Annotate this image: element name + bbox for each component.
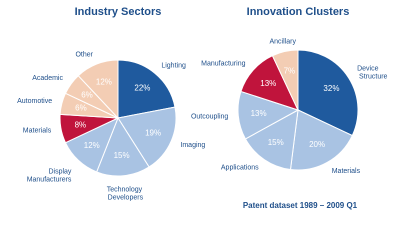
category-label: Imaging [180, 142, 205, 149]
category-label: Materials [23, 128, 52, 135]
pie-slice [244, 109, 299, 171]
chart-title: Innovation Clusters [247, 6, 350, 18]
value-label: 22% [134, 84, 150, 93]
pie-slice [117, 106, 177, 168]
chart-title: Industry Sectors [75, 6, 162, 18]
pie-slice [95, 116, 150, 177]
category-label: Applications [221, 165, 259, 172]
pie-slice [117, 59, 176, 119]
value-label: 12% [96, 78, 112, 87]
footer: Patent dataset 1989 – 2009 Q1 [243, 201, 358, 210]
pie-slice [289, 109, 353, 171]
category-label: Academic [32, 75, 63, 82]
category-label: Automotive [17, 98, 52, 105]
value-label: 12% [84, 141, 100, 150]
category-label: Display Manufacturers [25, 168, 72, 183]
value-label: 6% [81, 91, 93, 100]
pie-slice [77, 59, 119, 120]
category-label: Ancillary [270, 39, 297, 46]
value-label: 13% [251, 109, 267, 118]
category-label: Lighting [161, 62, 186, 69]
pie-slice [271, 49, 299, 111]
value-label: 20% [309, 140, 325, 149]
value-label: 32% [323, 84, 339, 93]
category-label: Manufacturing [201, 61, 245, 68]
chart: Patent dataset 1989 – 2009 Q1 Industry S… [17, 6, 387, 210]
pie-slice [297, 49, 359, 137]
category-label: Device Structure [357, 65, 387, 80]
value-label: 15% [268, 138, 284, 147]
value-label: 19% [145, 128, 161, 137]
category-label: Outcoupling [191, 113, 228, 120]
category-label: Materials [332, 168, 361, 175]
value-label: 15% [114, 151, 130, 160]
value-label: 7% [284, 66, 296, 75]
category-label: Technology Developers [106, 187, 144, 202]
value-label: 6% [75, 104, 87, 113]
value-label: 13% [260, 79, 276, 88]
value-label: 8% [75, 120, 87, 129]
category-label: Other [75, 52, 93, 59]
